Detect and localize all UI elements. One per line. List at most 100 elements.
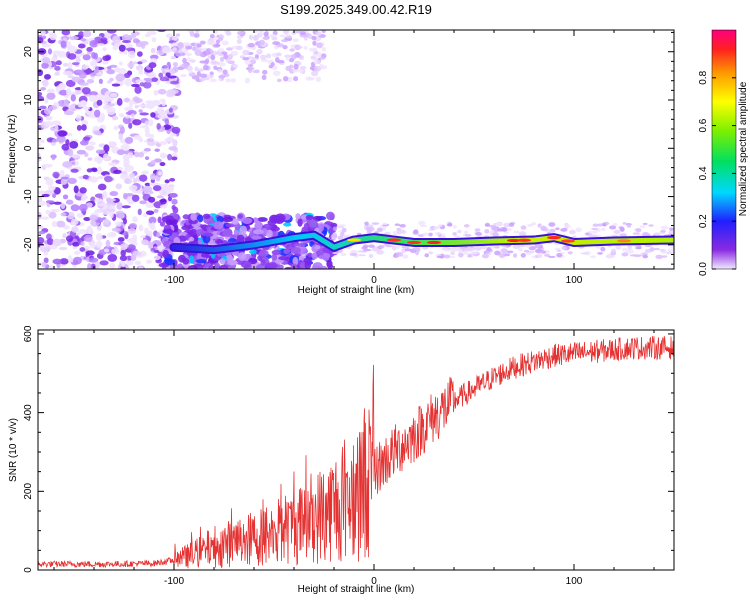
spectrogram-noise-cell [622, 222, 627, 225]
spectrogram-noise-cell [512, 244, 521, 250]
spectrogram-noise-cell [123, 97, 131, 103]
spectrogram-noise-cell [56, 134, 66, 143]
spectrogram-noise-cell [457, 229, 462, 234]
spectrogram-noise-cell [282, 30, 290, 35]
spectrogram-noise-cell [97, 175, 104, 180]
spectrogram-noise-cell [105, 197, 112, 203]
spectrogram-noise-cell [332, 252, 339, 255]
spectrogram-noise-cell [77, 43, 86, 49]
spectrogram-noise-cell [271, 253, 278, 261]
spectrogram-noise-cell [284, 54, 292, 58]
spectrogram-noise-cell [164, 258, 176, 266]
spectrogram-noise-cell [94, 109, 101, 118]
spectrogram-noise-cell [61, 143, 70, 151]
snr-panel: -100 0 100 0 200 400 600 Height of straight li… [8, 325, 675, 595]
spectrogram-noise-cell [475, 232, 483, 236]
spectrogram-noise-cell [290, 246, 301, 255]
spectrogram-noise-cell [567, 251, 573, 255]
spectrogram-noise-cell [564, 224, 571, 228]
spectrogram-noise-cell [190, 213, 197, 221]
spectrogram-noise-cell [153, 208, 159, 213]
spectrogram-noise-cell [213, 256, 221, 261]
spectrogram-noise-cell [137, 151, 145, 158]
spectrogram-noise-cell [156, 122, 161, 130]
spectrogram-noise-cell [109, 77, 114, 82]
spectrogram-noise-cell [226, 47, 234, 51]
spectrogram-noise-cell [70, 218, 79, 226]
spectrogram-noise-cell [82, 106, 91, 110]
colorbar-tick-label: 0.0 [698, 262, 709, 276]
snr-y-tick-label: 400 [23, 404, 34, 421]
spectrogram-noise-cell [237, 252, 247, 261]
spectrogram-noise-cell [42, 44, 52, 48]
spectrogram-noise-cell [307, 252, 313, 258]
spectrogram-noise-cell [101, 96, 107, 101]
spectrogram-noise-cell [109, 141, 118, 147]
spectrogram-y-label: Frequency (Hz) [7, 115, 18, 184]
spectrogram-noise-cell [86, 78, 95, 84]
spectrogram-noise-cell [128, 99, 134, 108]
spectrogram-noise-cell [311, 35, 317, 41]
spectrogram-noise-cell [153, 255, 161, 261]
spectrogram-noise-cell [272, 70, 281, 76]
spectrogram-noise-cell [86, 51, 93, 55]
spectrogram-noise-cell [42, 163, 53, 168]
spectrogram-noise-cell [436, 255, 444, 259]
spectrogram-noise-cell [111, 227, 121, 232]
spectrogram-noise-cell [89, 141, 96, 146]
spectrogram-noise-cell [123, 158, 130, 166]
spectrogram-noise-cell [513, 230, 520, 234]
spectrogram-noise-cell [75, 114, 82, 122]
spectrogram-noise-cell [208, 264, 215, 269]
spectrogram-noise-cell [508, 222, 515, 227]
spectrogram-noise-cell [263, 31, 269, 37]
spectrogram-noise-cell [40, 86, 46, 91]
spectrogram-noise-cell [548, 222, 556, 227]
snr-x-tick-label: 100 [566, 576, 583, 587]
spectrogram-noise-cell [145, 100, 155, 104]
spectrogram-noise-cell [560, 228, 568, 232]
spectrogram-noise-cell [520, 253, 526, 258]
spectrogram-noise-cell [486, 246, 492, 252]
spectrogram-noise-cell [225, 254, 233, 263]
spectrogram-x-tick-label: 100 [566, 275, 583, 286]
spectrogram-noise-cell [450, 247, 457, 253]
spectrogram-noise-cell [69, 140, 79, 149]
spectrogram-noise-cell [545, 250, 550, 254]
spectrogram-noise-cell [402, 254, 409, 259]
spectrogram-noise-cell [153, 158, 162, 163]
spectrogram-noise-cell [45, 209, 51, 215]
spectrogram-noise-cell [267, 219, 277, 226]
spectrogram-noise-cell [645, 248, 650, 253]
spectrogram-noise-cell [283, 222, 292, 227]
spectrogram-noise-cell [609, 225, 617, 230]
spectrogram-noise-cell [492, 232, 500, 237]
colorbar-tick-label: 0.8 [698, 70, 709, 84]
spectrogram-ridge-peak [427, 240, 441, 245]
spectrogram-noise-cell [260, 259, 266, 266]
spectrogram-noise-cell [94, 65, 99, 74]
spectrogram-noise-cell [394, 223, 401, 227]
spectrogram-noise-cell [206, 39, 214, 46]
spectrogram-noise-cell [368, 226, 375, 232]
spectrogram-noise-cell [172, 62, 179, 67]
spectrogram-noise-cell [96, 166, 103, 175]
spectrogram-noise-cell [443, 254, 451, 259]
spectrogram-noise-cell [139, 174, 148, 182]
spectrogram-noise-cell [258, 249, 269, 257]
spectrogram-noise-cell [168, 235, 175, 241]
spectrogram-noise-cell [561, 246, 567, 250]
spectrogram-noise-cell [649, 247, 655, 252]
spectrogram-noise-cell [247, 42, 256, 48]
spectrogram-noise-cell [115, 221, 122, 227]
spectrogram-noise-cell [87, 157, 93, 161]
spectrogram-noise-cell [121, 205, 131, 209]
spectrogram-noise-cell [202, 64, 209, 71]
spectrogram-noise-cell [128, 50, 136, 59]
spectrogram-noise-cell [290, 54, 297, 60]
spectrogram-noise-cell [341, 227, 347, 233]
spectrogram-noise-cell [312, 262, 323, 269]
spectrogram-noise-cell [60, 40, 67, 48]
spectrogram-noise-cell [182, 57, 187, 64]
